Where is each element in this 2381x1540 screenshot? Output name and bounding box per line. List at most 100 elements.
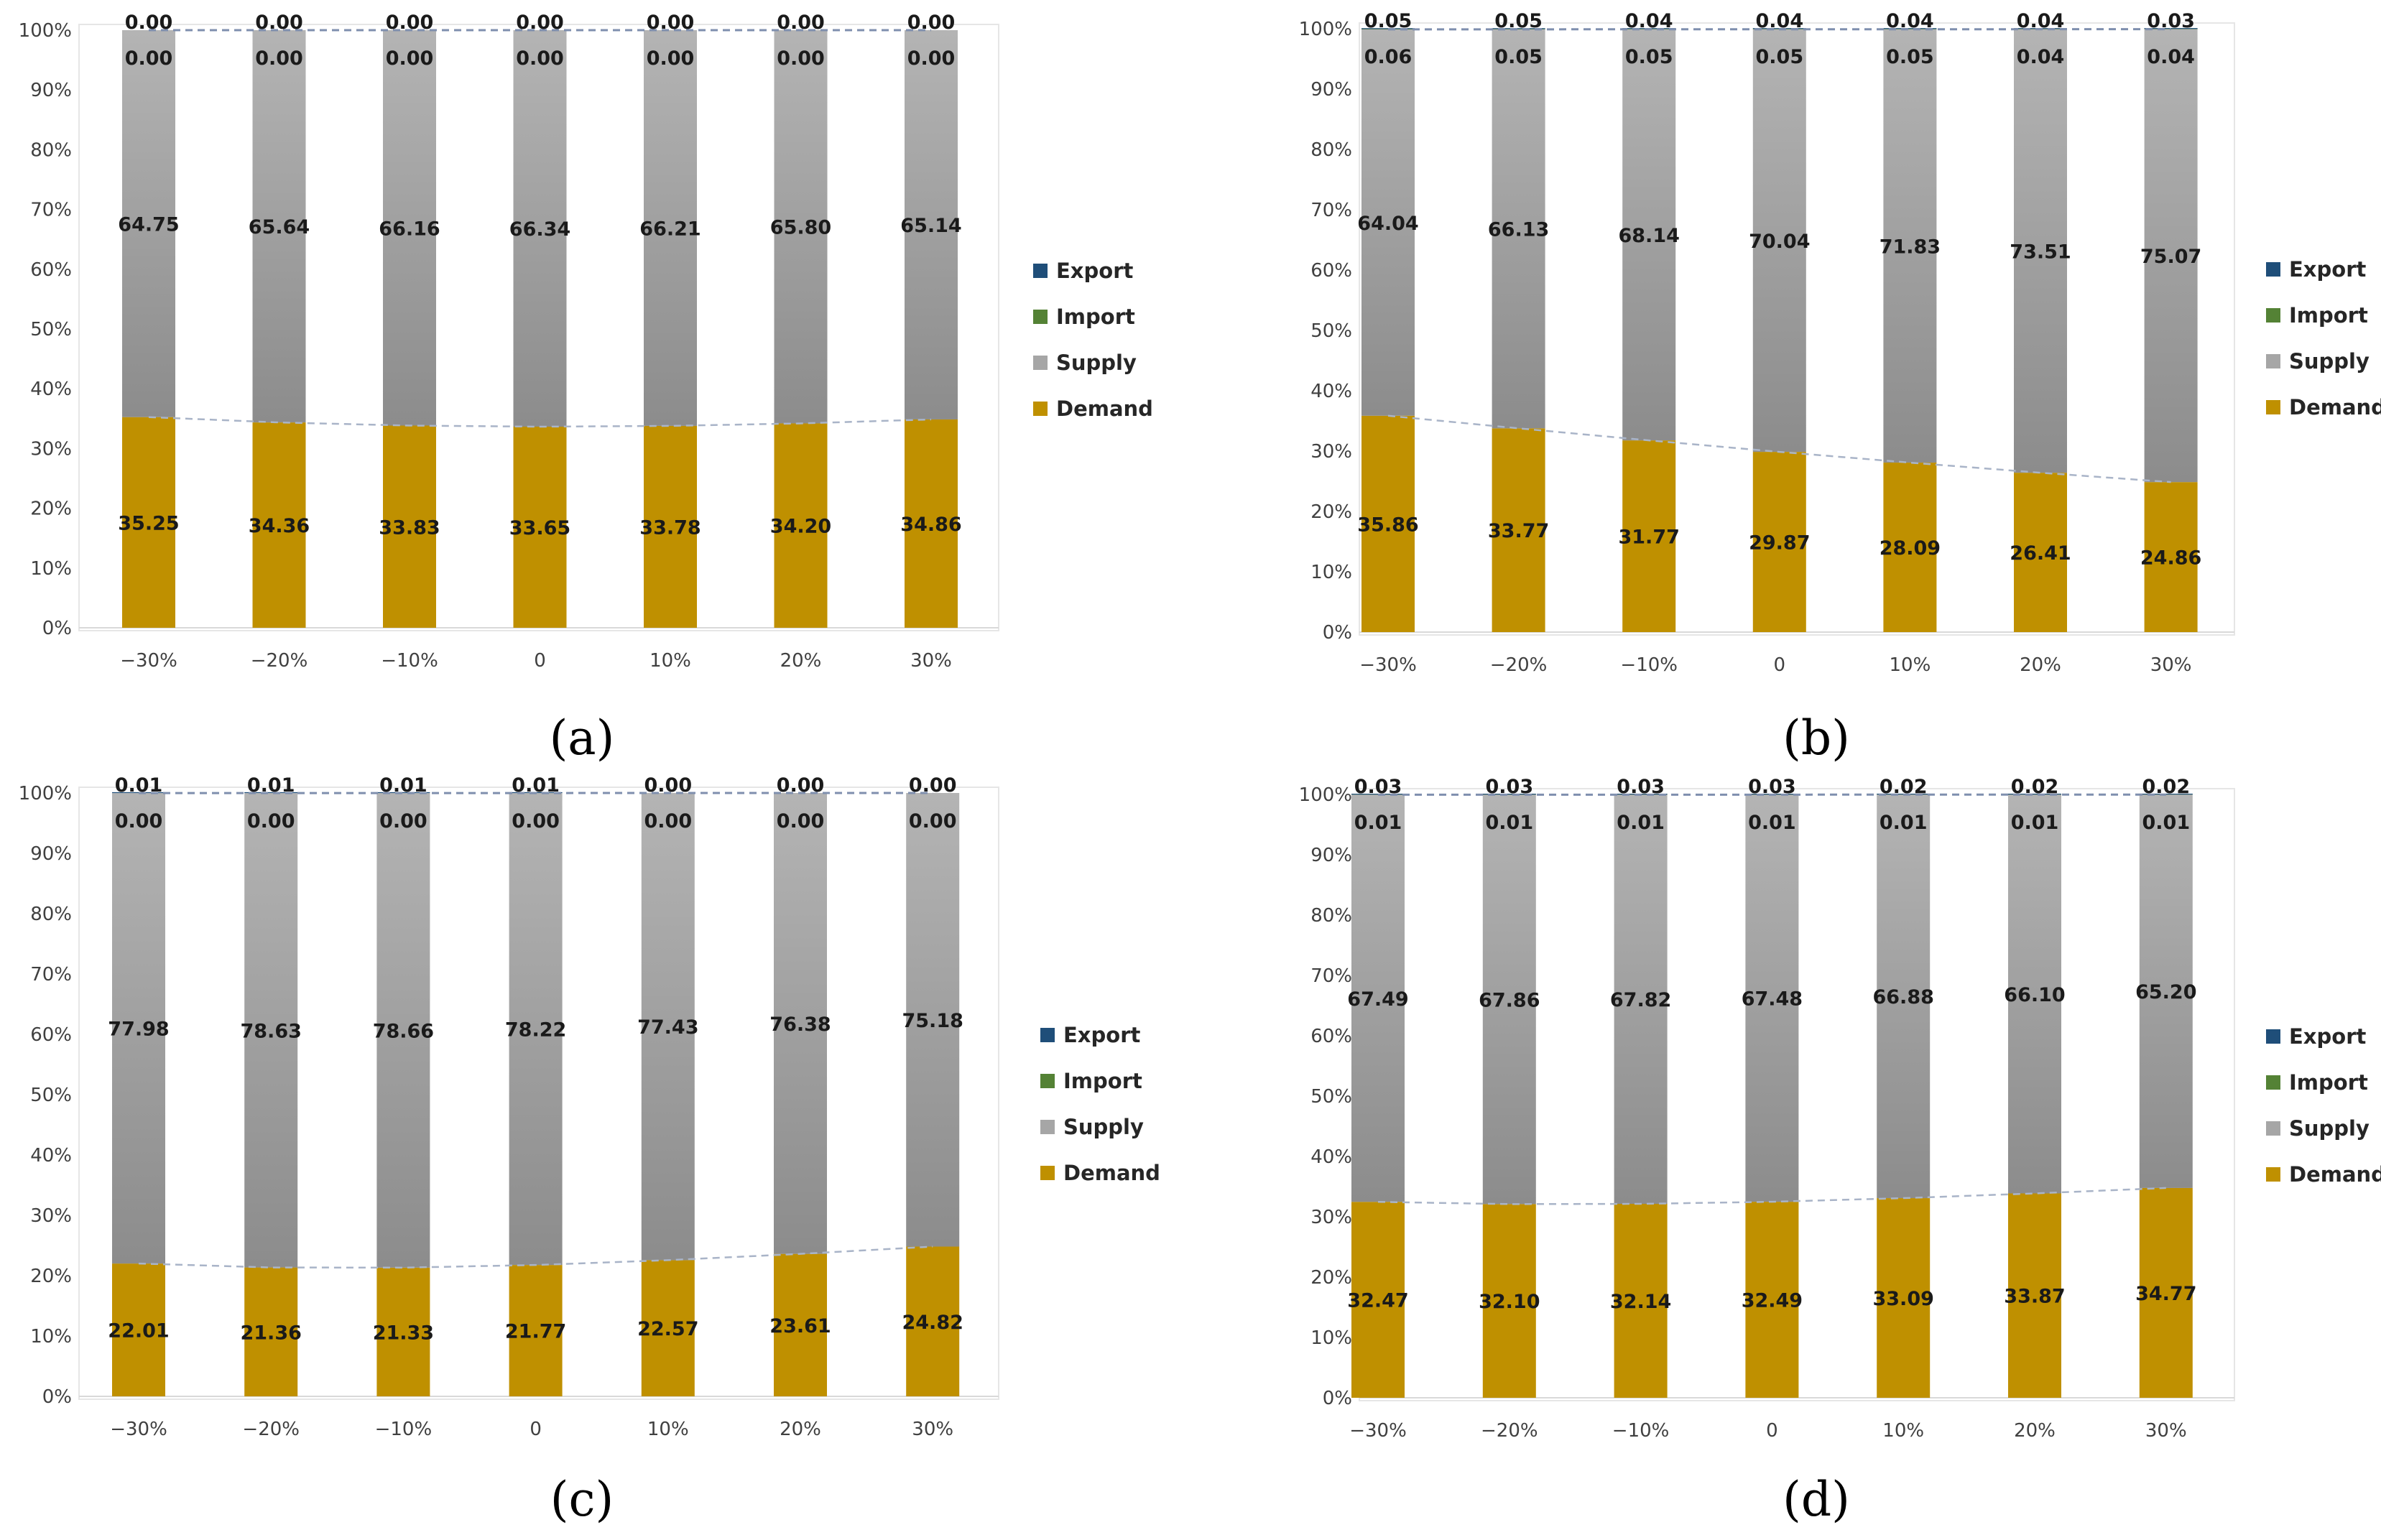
x-tick-label: −30% (110, 1419, 167, 1440)
y-tick-label: 70% (30, 200, 72, 221)
y-tick-label: 60% (1310, 1026, 1352, 1047)
data-label-demand: 32.10 (1479, 1291, 1540, 1313)
bar-supply-3 (509, 793, 563, 1266)
y-tick-label: 30% (30, 1205, 72, 1227)
x-tick-label: 20% (2020, 654, 2061, 676)
bar-supply-2 (383, 30, 436, 426)
data-label-import: 0.01 (1880, 812, 1928, 834)
bar-demand-0 (112, 1263, 165, 1396)
data-label-demand: 31.77 (1618, 527, 1679, 549)
legend-label-demand: Demand (1063, 1161, 1160, 1185)
data-label-supply: 66.10 (2004, 984, 2065, 1006)
panel-caption: (a) (550, 710, 615, 766)
x-tick-label: −20% (242, 1419, 300, 1440)
data-label-import: 0.01 (1617, 812, 1665, 834)
x-tick-label: −20% (1490, 654, 1548, 676)
data-label-demand: 34.20 (770, 516, 831, 538)
data-label-supply: 65.14 (900, 215, 961, 237)
data-label-supply: 78.63 (240, 1020, 301, 1042)
legend-swatch-demand (1040, 1166, 1055, 1180)
data-label-import: 0.01 (1354, 812, 1402, 834)
y-tick-label: 60% (30, 1024, 72, 1046)
data-label-import: 0.00 (907, 47, 956, 70)
y-tick-label: 70% (1310, 965, 1352, 987)
data-label-import: 0.00 (516, 47, 564, 70)
legend-label-export: Export (1056, 259, 1133, 283)
legend-swatch-export (1040, 1028, 1055, 1042)
bar-supply-3 (1752, 29, 1806, 453)
y-tick-label: 20% (1310, 501, 1352, 523)
legend-swatch-export (1033, 264, 1048, 278)
panel-caption: (c) (550, 1472, 614, 1527)
bar-demand-5 (774, 1253, 827, 1396)
y-tick-label: 100% (1299, 784, 1352, 806)
y-tick-label: 10% (1310, 562, 1352, 583)
y-tick-label: 50% (1310, 1086, 1352, 1108)
y-tick-label: 80% (30, 904, 72, 925)
y-tick-label: 30% (30, 438, 72, 460)
data-label-demand: 29.87 (1749, 532, 1810, 555)
data-label-supply: 67.48 (1742, 988, 1803, 1011)
legend-swatch-supply (1033, 356, 1048, 370)
data-label-import: 0.00 (644, 810, 692, 832)
data-label-import: 0.05 (1494, 46, 1543, 68)
bar-demand-4 (644, 425, 697, 628)
data-label-demand: 35.86 (1357, 514, 1418, 536)
data-label-demand: 23.61 (769, 1315, 831, 1337)
data-label-demand: 24.82 (902, 1312, 963, 1334)
data-label-demand: 33.09 (1872, 1288, 1933, 1310)
y-tick-label: 50% (1310, 320, 1352, 342)
data-label-demand: 24.86 (2140, 547, 2201, 570)
legend-label-import: Import (2289, 303, 2368, 328)
y-tick-label: 100% (1299, 19, 1352, 40)
bar-demand-3 (1745, 1202, 1799, 1398)
data-label-supply: 71.83 (1880, 236, 1941, 258)
data-label-demand: 21.36 (240, 1322, 301, 1344)
bar-supply-5 (2008, 794, 2061, 1194)
bar-demand-3 (513, 427, 567, 628)
data-label-supply: 64.04 (1357, 213, 1418, 235)
bar-supply-0 (1351, 794, 1405, 1202)
y-tick-label: 80% (1310, 139, 1352, 161)
panel-caption: (b) (1783, 710, 1850, 766)
y-tick-label: 20% (1310, 1267, 1352, 1289)
bar-demand-6 (905, 419, 958, 628)
x-tick-label: −10% (1620, 654, 1678, 676)
legend-swatch-demand (2266, 400, 2280, 414)
y-tick-label: 20% (30, 498, 72, 520)
bar-export-2 (376, 792, 430, 794)
legend-swatch-demand (1033, 402, 1048, 416)
y-tick-label: 10% (1310, 1327, 1352, 1349)
data-label-import: 0.00 (115, 810, 163, 832)
legend-label-demand: Demand (2289, 395, 2381, 419)
legend: Export Import Supply Demand (1040, 1023, 1160, 1185)
bar-supply-4 (644, 30, 697, 426)
data-label-import: 0.00 (125, 47, 173, 70)
plot-area-frame (1359, 22, 2235, 636)
data-label-import: 0.01 (1748, 812, 1796, 834)
bar-demand-3 (509, 1265, 563, 1396)
y-tick-label: 40% (30, 379, 72, 400)
data-label-import: 0.05 (1886, 46, 1934, 68)
bar-export-1 (1492, 28, 1545, 29)
legend-label-supply: Supply (2289, 349, 2370, 374)
bar-demand-2 (1614, 1204, 1668, 1398)
bar-demand-5 (2014, 473, 2067, 632)
bar-supply-0 (112, 793, 165, 1264)
data-label-supply: 66.21 (639, 218, 701, 240)
legend-label-supply: Supply (1056, 351, 1137, 375)
data-label-import: 0.00 (386, 47, 434, 70)
y-tick-label: 50% (30, 319, 72, 340)
x-tick-label: 10% (647, 1419, 689, 1440)
plot-area-frame (78, 787, 999, 1400)
bar-demand-2 (376, 1267, 430, 1396)
data-label-supply: 70.04 (1749, 231, 1810, 253)
data-label-demand: 34.36 (249, 515, 310, 537)
data-label-import: 0.00 (247, 810, 295, 832)
data-label-export: 0.03 (2147, 10, 2195, 32)
chart-panel-a: 0% 10% 20% 30% 40% 50% 60% 70% 80% 90% 100% 35.25 64… (19, 11, 1153, 766)
x-tick-label: 0 (1766, 1420, 1778, 1442)
y-tick-label: 60% (1310, 260, 1352, 282)
data-label-supply: 65.64 (249, 216, 310, 238)
data-label-supply: 77.43 (637, 1016, 698, 1039)
